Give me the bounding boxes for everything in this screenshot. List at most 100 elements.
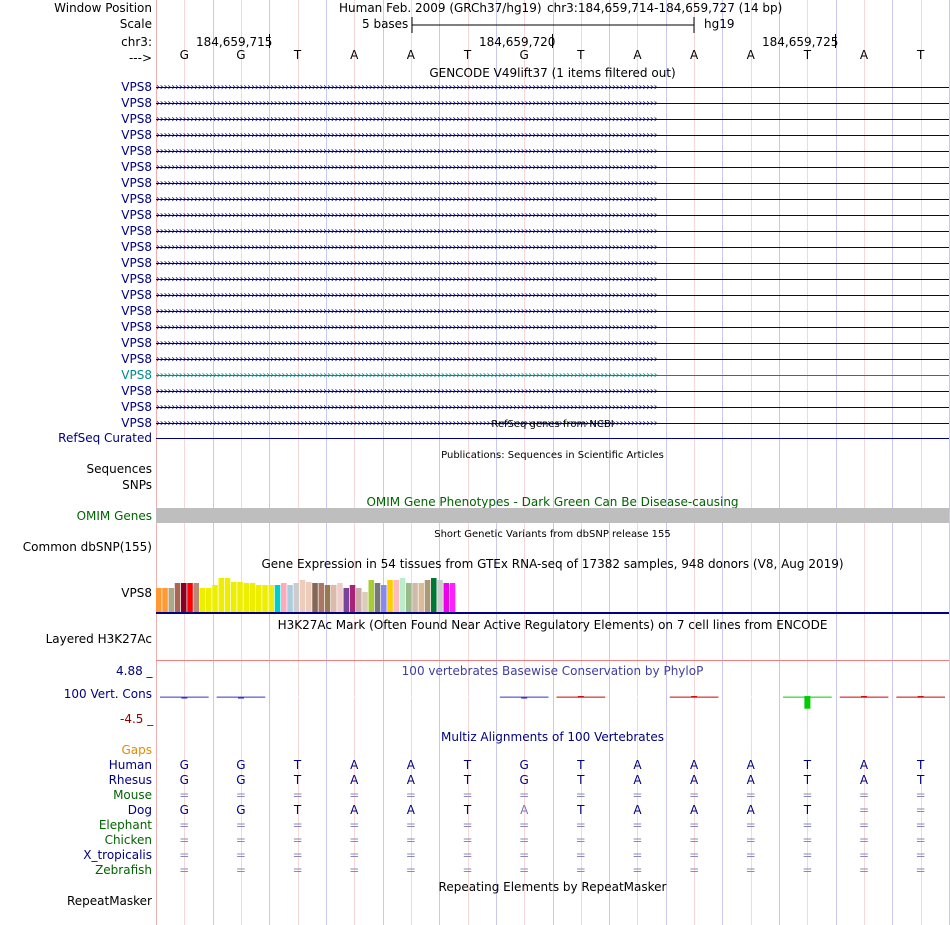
gtex-label[interactable]: VPS8 [121, 586, 152, 600]
gencode-transcript[interactable]: ››››››››››››››››››››››››››››››››››››››››… [156, 208, 949, 223]
species-label[interactable]: Mouse [113, 788, 152, 802]
gencode-item-label[interactable]: VPS8 [121, 368, 152, 382]
gencode-transcript[interactable]: ››››››››››››››››››››››››››››››››››››››››… [156, 256, 949, 271]
gaps-label[interactable]: Gaps [121, 743, 152, 757]
gencode-item-label[interactable]: VPS8 [121, 144, 152, 158]
species-base: = [292, 848, 303, 862]
gencode-item-label[interactable]: VPS8 [121, 416, 152, 430]
repeatmasker-title[interactable]: Repeating Elements by RepeatMasker [438, 880, 667, 894]
base-letter: G [236, 48, 246, 62]
gencode-transcript[interactable]: ››››››››››››››››››››››››››››››››››››››››… [156, 112, 949, 127]
gencode-item-label[interactable]: VPS8 [121, 160, 152, 174]
omim-label[interactable]: OMIM Genes [76, 509, 152, 523]
gencode-item-label[interactable]: VPS8 [121, 208, 152, 222]
gencode-item-label[interactable]: VPS8 [121, 352, 152, 366]
species-base: = [292, 863, 303, 877]
gtex-bar [306, 582, 312, 612]
species-base: T [917, 773, 925, 787]
gencode-item-label[interactable]: VPS8 [121, 128, 152, 142]
gencode-item-label[interactable]: VPS8 [121, 96, 152, 110]
gencode-transcript[interactable]: ››››››››››››››››››››››››››››››››››››››››… [156, 368, 949, 383]
gtex-title[interactable]: Gene Expression in 54 tissues from GTEx … [261, 557, 844, 571]
species-base: A [350, 758, 359, 772]
gencode-item-label[interactable]: VPS8 [121, 176, 152, 190]
gencode-transcript[interactable]: ››››››››››››››››››››››››››››››››››››››››… [156, 336, 949, 351]
chrom-label[interactable]: chr3: [121, 35, 152, 49]
gtex-bar-chart[interactable] [156, 570, 556, 612]
gencode-item-label[interactable]: VPS8 [121, 192, 152, 206]
species-base: G [179, 803, 189, 817]
h3k27ac-label[interactable]: Layered H3K27Ac [45, 632, 152, 646]
gencode-transcript[interactable]: ››››››››››››››››››››››››››››››››››››››››… [156, 160, 949, 175]
gencode-item-label[interactable]: VPS8 [121, 224, 152, 238]
species-label[interactable]: Dog [127, 803, 152, 817]
gencode-transcript[interactable]: ››››››››››››››››››››››››››››››››››››››››… [156, 288, 949, 303]
refseq-label[interactable]: RefSeq Curated [58, 431, 152, 445]
species-label[interactable]: Rhesus [108, 773, 152, 787]
cons-score-chart[interactable] [156, 670, 949, 722]
gencode-item-label[interactable]: VPS8 [121, 80, 152, 94]
ruler-tick [269, 34, 270, 48]
gencode-transcript[interactable]: ››››››››››››››››››››››››››››››››››››››››… [156, 128, 949, 143]
gencode-item-label[interactable]: VPS8 [121, 272, 152, 286]
gencode-item-label[interactable]: VPS8 [121, 112, 152, 126]
h3k27ac-title[interactable]: H3K27Ac Mark (Often Found Near Active Re… [277, 618, 828, 632]
gencode-item-label[interactable]: VPS8 [121, 400, 152, 414]
gencode-transcript[interactable]: ››››››››››››››››››››››››››››››››››››››››… [156, 272, 949, 287]
gtex-bar [249, 583, 256, 612]
cons-label[interactable]: 100 Vert. Cons [63, 687, 152, 701]
refseq-title[interactable]: RefSeq genes from NCBI [491, 419, 614, 430]
species-label[interactable]: Elephant [98, 818, 152, 832]
gencode-transcript[interactable]: ››››››››››››››››››››››››››››››››››››››››… [156, 144, 949, 159]
gencode-transcript[interactable]: ››››››››››››››››››››››››››››››››››››››››… [156, 224, 949, 239]
species-label[interactable]: Human [108, 758, 152, 772]
species-base: T [293, 758, 302, 772]
base-letter: A [746, 48, 755, 62]
gencode-transcript[interactable]: ››››››››››››››››››››››››››››››››››››››››… [156, 80, 949, 95]
gencode-item-label[interactable]: VPS8 [121, 384, 152, 398]
gencode-item-label[interactable]: VPS8 [121, 256, 152, 270]
gencode-item-label[interactable]: VPS8 [121, 336, 152, 350]
omim-gene-bar[interactable] [156, 508, 949, 523]
gencode-item-label[interactable]: VPS8 [121, 304, 152, 318]
species-base: A [633, 773, 642, 787]
species-base: A [350, 773, 359, 787]
species-label[interactable]: Zebrafish [95, 863, 152, 877]
gencode-transcript[interactable]: ››››››››››››››››››››››››››››››››››››››››… [156, 320, 949, 335]
species-row: Chicken = = = = = = = = = = = = = = [0, 833, 950, 848]
species-base: = [179, 818, 190, 832]
species-base: T [803, 803, 812, 817]
publications-label[interactable]: Sequences [86, 462, 152, 476]
species-label[interactable]: X_tropicalis [83, 848, 152, 862]
gencode-transcript[interactable]: ››››››››››››››››››››››››››››››››››››››››… [156, 384, 949, 399]
omim-title[interactable]: OMIM Gene Phenotypes - Dark Green Can Be… [366, 495, 739, 509]
gencode-transcript[interactable]: ››››››››››››››››››››››››››››››››››››››››… [156, 192, 949, 207]
strand-label[interactable]: ---> [128, 51, 152, 65]
cons-score-bar [861, 696, 868, 698]
gencode-transcript[interactable]: ››››››››››››››››››››››››››››››››››››››››… [156, 96, 949, 111]
gencode-track: VPS8 ››››››››››››››››››››››››››››››››››››… [0, 80, 950, 431]
species-base: = [349, 833, 360, 847]
window-position-label[interactable]: Window Position [54, 1, 152, 15]
species-label[interactable]: Chicken [104, 833, 152, 847]
publications-title[interactable]: Publications: Sequences in Scientific Ar… [441, 450, 664, 461]
gencode-title[interactable]: GENCODE V49lift37 (1 items filtered out) [429, 66, 676, 80]
repeatmasker-label[interactable]: RepeatMasker [66, 894, 152, 908]
gencode-transcript[interactable]: ››››››››››››››››››››››››››››››››››››››››… [156, 352, 949, 367]
gencode-item-label[interactable]: VPS8 [121, 240, 152, 254]
dbsnp-title[interactable]: Short Genetic Variants from dbSNP releas… [434, 529, 671, 540]
dbsnp-label[interactable]: Common dbSNP(155) [22, 540, 152, 554]
refseq-gene-line[interactable] [156, 438, 949, 439]
gencode-transcript[interactable]: ››››››››››››››››››››››››››››››››››››››››… [156, 240, 949, 255]
scale-label[interactable]: Scale [119, 17, 152, 31]
gencode-transcript[interactable]: ››››››››››››››››››››››››››››››››››››››››… [156, 400, 949, 415]
snps-label[interactable]: SNPs [122, 478, 152, 492]
gencode-transcript[interactable]: ››››››››››››››››››››››››››››››››››››››››… [156, 304, 949, 319]
ruler-tick-label: 184,659,725 [762, 35, 839, 49]
gencode-item-label[interactable]: VPS8 [121, 320, 152, 334]
gtex-bar [274, 585, 281, 612]
multiz-title[interactable]: Multiz Alignments of 100 Vertebrates [440, 730, 665, 744]
gencode-item-label[interactable]: VPS8 [121, 288, 152, 302]
cons-title[interactable]: 100 vertebrates Basewise Conservation by… [401, 664, 704, 678]
gencode-transcript[interactable]: ››››››››››››››››››››››››››››››››››››››››… [156, 176, 949, 191]
